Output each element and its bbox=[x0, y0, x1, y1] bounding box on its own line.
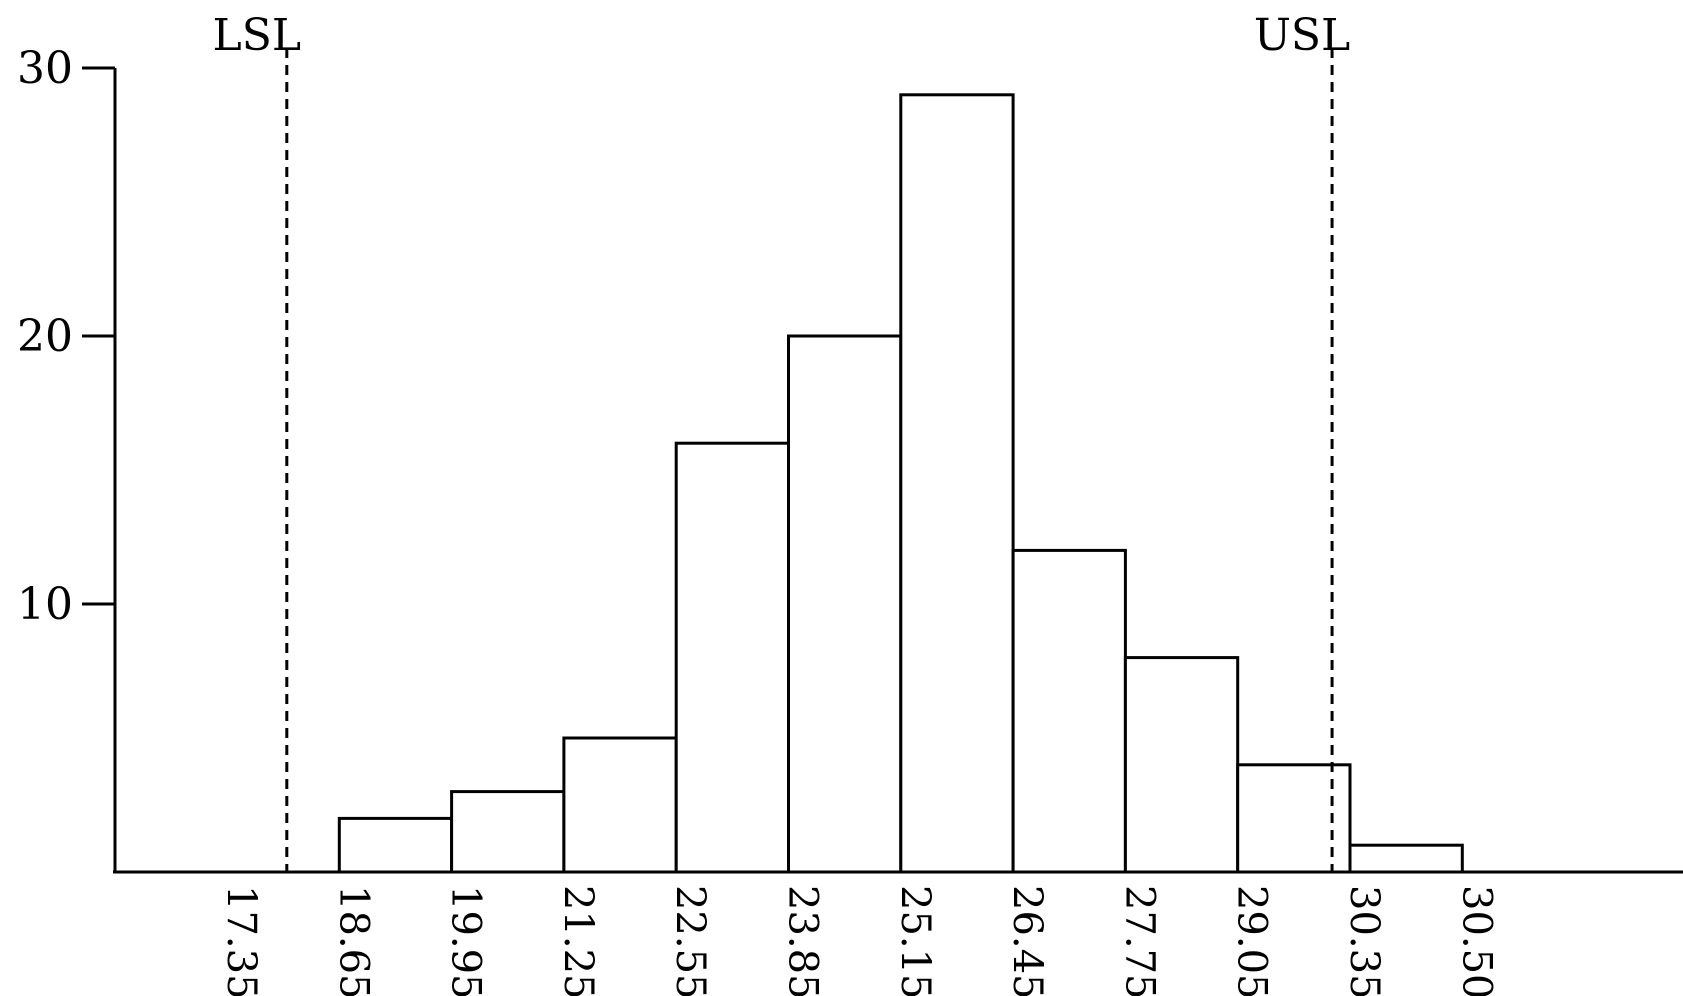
y-tick-label: 10 bbox=[17, 579, 73, 630]
usl-label: USL bbox=[1254, 10, 1350, 61]
x-tick-label: 21.25 bbox=[555, 885, 601, 996]
x-tick-label: 22.55 bbox=[667, 885, 713, 996]
histogram-bar bbox=[1011, 548, 1127, 874]
y-tick-label: 30 bbox=[17, 43, 73, 94]
x-tick-label: 17.35 bbox=[218, 885, 264, 996]
x-tick-label: 30.50 bbox=[1453, 885, 1499, 996]
histogram-bar bbox=[562, 736, 678, 874]
histogram-bar bbox=[1123, 656, 1240, 874]
histogram-bar bbox=[337, 816, 454, 874]
histogram-bar bbox=[787, 334, 903, 874]
x-tick-label: 18.65 bbox=[330, 885, 376, 996]
axes bbox=[113, 68, 1683, 874]
spec-limit-lines: LSL USL bbox=[213, 10, 1350, 872]
x-tick-label: 19.95 bbox=[443, 885, 489, 996]
histogram-bar bbox=[450, 790, 566, 874]
x-tick-label: 29.05 bbox=[1229, 885, 1275, 996]
lsl-label: LSL bbox=[213, 10, 302, 61]
histogram-bar bbox=[674, 441, 791, 874]
histogram-bar bbox=[1348, 843, 1464, 874]
x-tick-label: 25.15 bbox=[892, 885, 938, 996]
histogram-bars bbox=[337, 93, 1464, 874]
x-tick-label: 27.75 bbox=[1116, 885, 1162, 996]
x-tick-label: 23.85 bbox=[780, 885, 826, 996]
y-tick-label: 20 bbox=[17, 311, 73, 362]
x-tick-label: 26.45 bbox=[1004, 885, 1050, 996]
histogram-bar bbox=[899, 93, 1015, 874]
y-axis-ticks: 10 20 30 bbox=[17, 43, 115, 630]
x-axis-tick-labels: 17.35 18.65 19.95 21.25 22.55 23.85 25.15 26.45… bbox=[218, 885, 1499, 996]
x-tick-label: 30.35 bbox=[1341, 885, 1387, 996]
